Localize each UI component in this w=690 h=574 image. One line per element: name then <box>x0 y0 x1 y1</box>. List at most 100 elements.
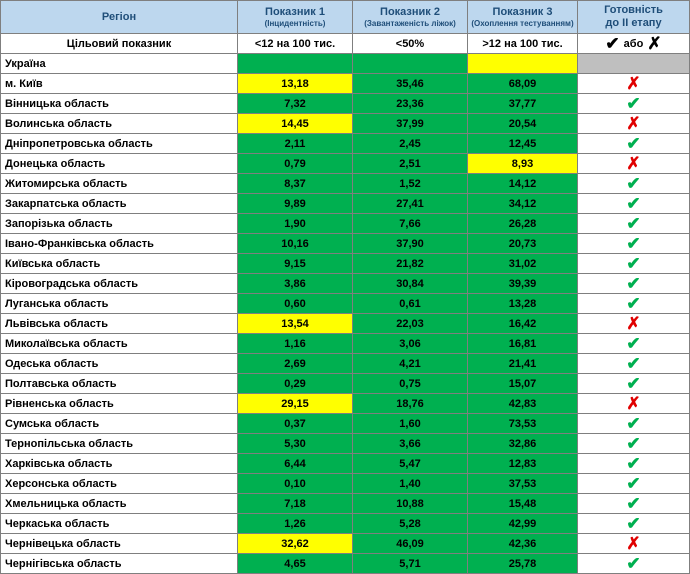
status-cell: ✔ <box>578 554 690 574</box>
status-icon: ✗ <box>626 314 641 333</box>
value-text: 1,16 <box>284 337 306 350</box>
target-value: >12 на 100 тис. <box>482 37 563 50</box>
status-cell <box>578 54 690 74</box>
status-icon: ✔ <box>626 334 641 353</box>
status-cell: ✔ <box>578 94 690 114</box>
value-cell: 5,47 <box>353 454 468 474</box>
region-cell: Сумська область <box>1 414 238 434</box>
status-cell: ✔ <box>578 334 690 354</box>
target-label: Цільовий показник <box>66 37 172 50</box>
region-cell: Львівська область <box>1 314 238 334</box>
value-text: 32,86 <box>508 437 537 450</box>
value-text: 21,41 <box>508 357 537 370</box>
value-cell: 2,69 <box>238 354 353 374</box>
value-cell: 15,07 <box>468 374 578 394</box>
region-cell: Рівненська область <box>1 394 238 414</box>
region-name: м. Київ <box>5 77 43 90</box>
value-cell: 5,71 <box>353 554 468 574</box>
status-icon: ✔ <box>626 174 641 193</box>
value-cell: 13,54 <box>238 314 353 334</box>
target-status-cell: ✔ або ✗ <box>578 34 690 54</box>
value-text: 23,36 <box>396 97 424 110</box>
value-text: 9,15 <box>284 257 306 270</box>
region-cell: Київська область <box>1 254 238 274</box>
status-cell: ✔ <box>578 374 690 394</box>
value-text: 0,79 <box>284 157 306 170</box>
value-cell: 1,60 <box>353 414 468 434</box>
value-cell: 27,41 <box>353 194 468 214</box>
region-cell: Дніпропетровська область <box>1 134 238 154</box>
value-text: 16,81 <box>508 337 537 350</box>
value-text: 4,65 <box>284 557 306 570</box>
value-cell: 34,12 <box>468 194 578 214</box>
region-cell: Миколаївська область <box>1 334 238 354</box>
value-cell: 30,84 <box>353 274 468 294</box>
region-cell: м. Київ <box>1 74 238 94</box>
value-text: 10,16 <box>281 237 309 250</box>
region-name: Чернігівська область <box>5 557 122 570</box>
value-text: 30,84 <box>396 277 424 290</box>
value-cell: 21,82 <box>353 254 468 274</box>
region-cell: Запорізька область <box>1 214 238 234</box>
status-cell: ✗ <box>578 314 690 334</box>
header-cell: Показник 3 (Охоплення тестуванням) <box>468 1 578 34</box>
header-text: Готовність <box>604 4 663 16</box>
value-cell: 32,62 <box>238 534 353 554</box>
status-icon: ✔ <box>626 254 641 273</box>
value-cell: 0,10 <box>238 474 353 494</box>
status-icon: ✔ <box>626 454 641 473</box>
value-cell: 18,76 <box>353 394 468 414</box>
value-cell: 0,61 <box>353 294 468 314</box>
value-cell: 16,81 <box>468 334 578 354</box>
region-name: Луганська область <box>5 297 109 310</box>
value-cell: 21,41 <box>468 354 578 374</box>
region-name: Львівська область <box>5 317 108 330</box>
header-cell: Регіон <box>1 1 238 34</box>
value-text: 14,12 <box>508 177 537 190</box>
value-cell: 7,66 <box>353 214 468 234</box>
header-text: (Завантаженість ліжок) <box>364 18 456 28</box>
value-cell: 10,16 <box>238 234 353 254</box>
target-cell: <12 на 100 тис. <box>238 34 353 54</box>
status-icon: ✔ <box>626 554 641 573</box>
status-cell: ✔ <box>578 514 690 534</box>
region-cell: Одеська область <box>1 354 238 374</box>
region-cell: Чернігівська область <box>1 554 238 574</box>
value-text: 35,46 <box>396 77 424 90</box>
status-icon: ✔ <box>626 234 641 253</box>
value-text: 68,09 <box>508 77 537 90</box>
value-text: 0,75 <box>399 377 421 390</box>
value-text: 29,15 <box>281 397 309 410</box>
value-cell: 32,86 <box>468 434 578 454</box>
status-icon: ✔ <box>626 94 641 113</box>
status-cell: ✔ <box>578 454 690 474</box>
region-name: Харківська область <box>5 457 113 470</box>
value-text: 14,45 <box>281 117 309 130</box>
value-text: 1,26 <box>284 517 306 530</box>
value-cell: 20,73 <box>468 234 578 254</box>
status-cell: ✔ <box>578 214 690 234</box>
region-name: Херсонська область <box>5 477 117 490</box>
header-text: Показник 1 <box>265 5 325 18</box>
value-cell: 2,45 <box>353 134 468 154</box>
value-cell: 29,15 <box>238 394 353 414</box>
value-text: 7,66 <box>399 217 421 230</box>
value-text: 26,28 <box>508 217 537 230</box>
target-value: <50% <box>395 37 425 50</box>
value-cell: 37,77 <box>468 94 578 114</box>
value-cell: 1,40 <box>353 474 468 494</box>
status-cell: ✔ <box>578 474 690 494</box>
status-icon: ✔ <box>626 494 641 513</box>
status-icon: ✔ <box>626 294 641 313</box>
value-cell: 37,99 <box>353 114 468 134</box>
status-icon: ✔ <box>626 214 641 233</box>
status-icon: ✗ <box>626 154 641 173</box>
target-cell: <50% <box>353 34 468 54</box>
status-icon: ✔ <box>626 434 641 453</box>
region-name: Запорізька область <box>5 217 113 230</box>
value-cell: 14,12 <box>468 174 578 194</box>
region-cell: Закарпатська область <box>1 194 238 214</box>
value-text: 42,36 <box>508 537 537 550</box>
status-cell: ✔ <box>578 434 690 454</box>
